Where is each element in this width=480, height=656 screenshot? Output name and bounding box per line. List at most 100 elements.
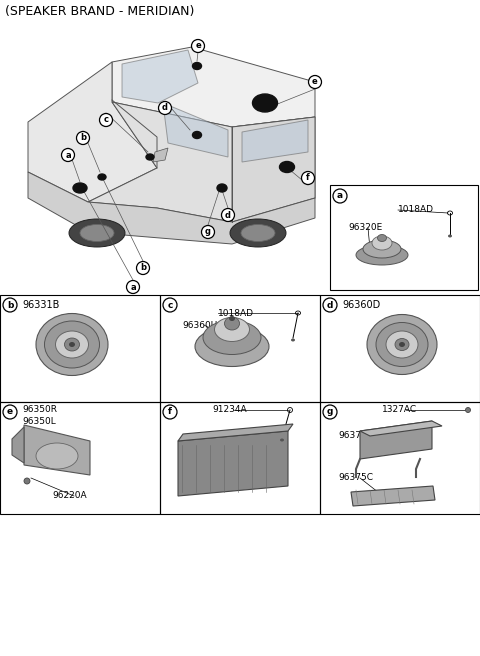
Polygon shape [232,117,315,222]
Circle shape [323,405,337,419]
Ellipse shape [252,94,277,112]
Circle shape [333,189,347,203]
Text: 96371: 96371 [195,459,224,468]
Text: d: d [225,211,231,220]
Ellipse shape [230,219,286,247]
Text: 1327AC: 1327AC [382,405,417,415]
Ellipse shape [372,236,392,250]
Text: d: d [327,300,333,310]
Ellipse shape [69,219,125,247]
Circle shape [192,39,204,52]
Circle shape [3,405,17,419]
Ellipse shape [24,478,30,484]
Ellipse shape [192,131,202,138]
Ellipse shape [215,318,250,342]
Text: g: g [205,228,211,237]
Polygon shape [351,486,435,506]
Ellipse shape [217,184,227,192]
Ellipse shape [367,314,437,375]
Bar [330,185,478,290]
Ellipse shape [291,338,295,342]
Text: 96360D: 96360D [342,300,380,310]
Ellipse shape [356,245,408,265]
Ellipse shape [279,161,295,173]
Ellipse shape [395,338,409,350]
Text: 91234A: 91234A [212,405,247,415]
Polygon shape [122,50,198,103]
Text: 96375C: 96375C [338,474,373,483]
Polygon shape [28,62,157,202]
Ellipse shape [36,443,78,469]
Circle shape [99,113,112,127]
Bar [0,295,160,402]
Circle shape [202,226,215,239]
Text: b: b [140,264,146,272]
Circle shape [3,298,17,312]
Ellipse shape [146,154,154,160]
Ellipse shape [399,342,405,347]
Text: 96360U: 96360U [182,321,217,329]
Ellipse shape [45,321,99,368]
Ellipse shape [64,338,80,351]
Text: f: f [168,407,172,417]
Ellipse shape [98,174,106,180]
Text: c: c [104,115,108,125]
Text: 96350L: 96350L [22,417,56,426]
Text: (SPEAKER BRAND - MERIDIAN): (SPEAKER BRAND - MERIDIAN) [5,5,194,18]
Ellipse shape [448,234,452,237]
Ellipse shape [280,438,284,441]
Ellipse shape [192,62,202,70]
Text: a: a [337,192,343,201]
Circle shape [323,298,337,312]
Text: c: c [168,300,173,310]
Polygon shape [28,172,315,244]
Circle shape [309,75,322,89]
Circle shape [221,209,235,222]
Circle shape [136,262,149,274]
Circle shape [76,131,89,144]
Ellipse shape [363,240,401,258]
Text: 1018AD: 1018AD [398,205,434,215]
Text: g: g [327,407,333,417]
Ellipse shape [56,331,88,358]
Ellipse shape [203,321,261,354]
Ellipse shape [241,224,275,241]
Ellipse shape [36,314,108,375]
Polygon shape [242,120,308,162]
Ellipse shape [377,234,386,241]
Text: d: d [162,104,168,112]
Text: 1018AD: 1018AD [218,308,254,318]
Circle shape [163,405,177,419]
Circle shape [127,281,140,293]
Text: 96220A: 96220A [52,491,86,501]
Text: e: e [195,41,201,51]
Bar [160,402,320,514]
Polygon shape [12,427,24,463]
Text: 96350R: 96350R [22,405,57,415]
Polygon shape [178,431,288,496]
Bar [0,402,160,514]
Ellipse shape [229,316,235,321]
Polygon shape [88,102,315,222]
Text: a: a [65,150,71,159]
Text: e: e [7,407,13,417]
Bar [160,295,320,402]
Bar [320,295,480,402]
Ellipse shape [386,331,418,358]
Text: e: e [312,77,318,87]
Polygon shape [112,47,315,127]
Polygon shape [178,424,293,441]
Polygon shape [153,148,168,162]
Circle shape [163,298,177,312]
Polygon shape [360,421,432,459]
Polygon shape [163,103,228,157]
Ellipse shape [73,183,87,193]
Circle shape [158,102,171,115]
Polygon shape [24,425,90,475]
Text: 96320E: 96320E [348,224,382,232]
Ellipse shape [69,342,75,347]
Ellipse shape [376,323,428,367]
Circle shape [61,148,74,161]
Text: f: f [306,173,310,182]
Ellipse shape [225,317,240,330]
